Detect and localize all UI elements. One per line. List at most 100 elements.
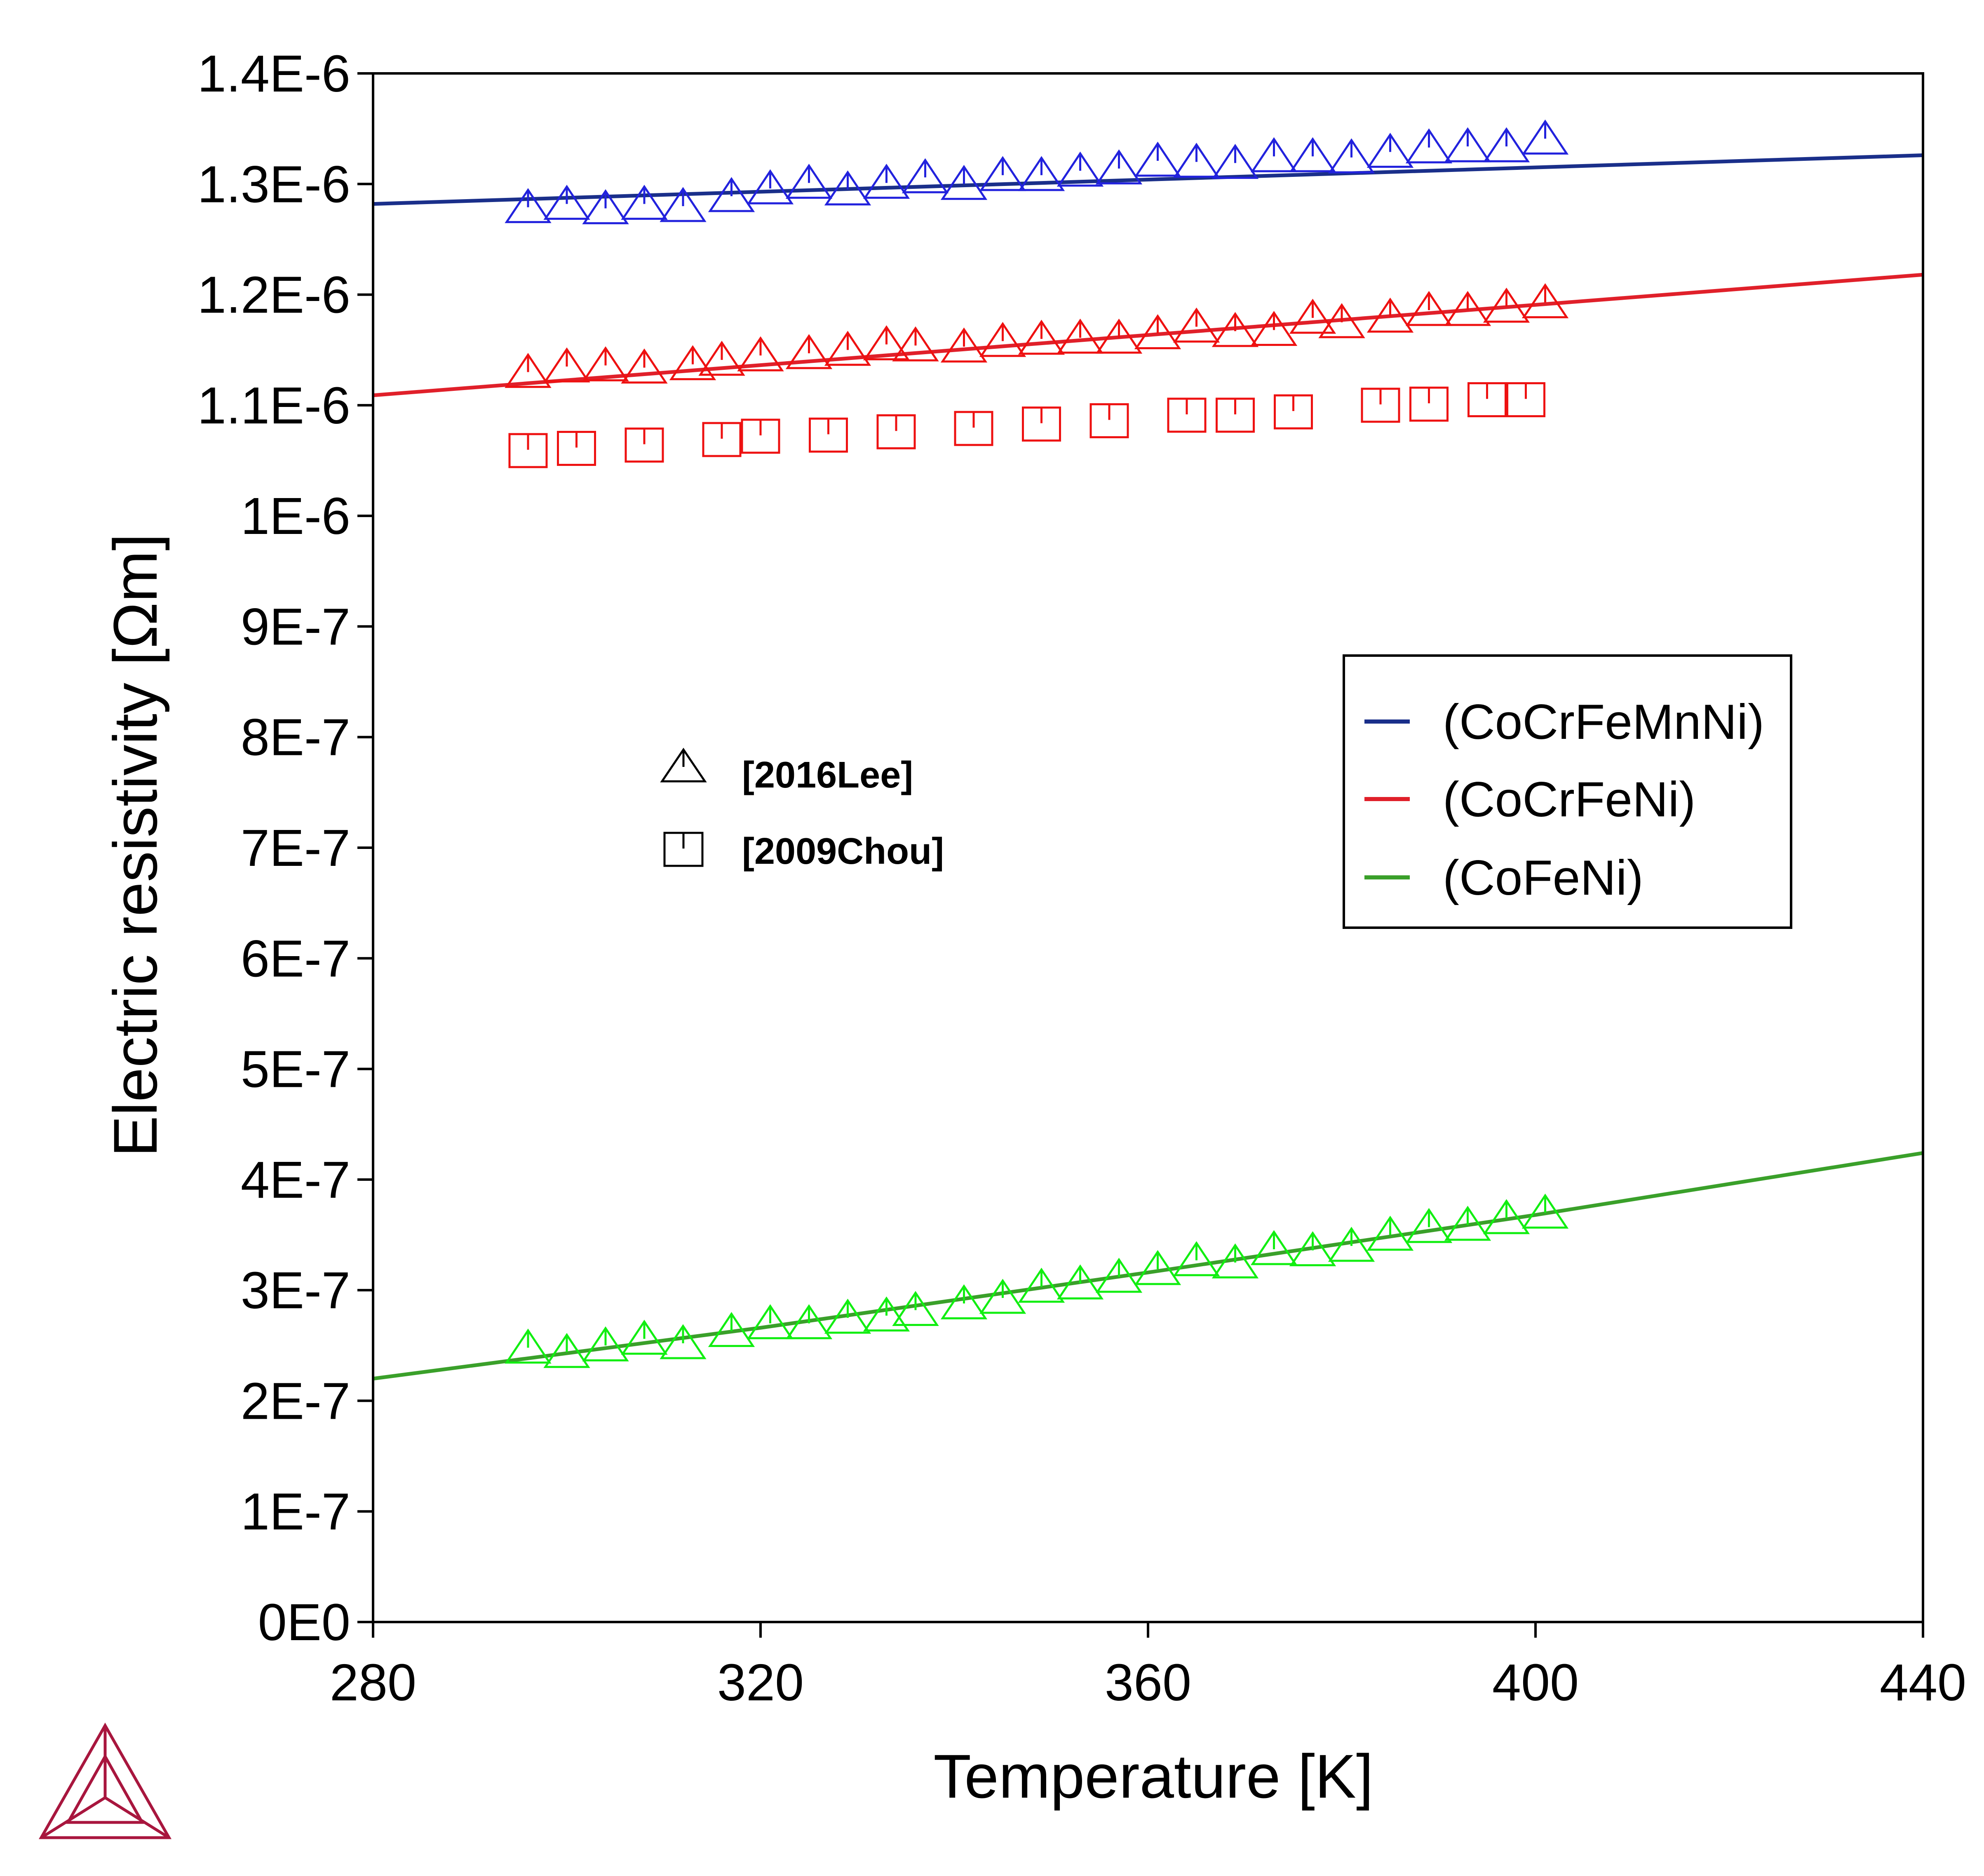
data-point-square (1361, 388, 1400, 423)
data-point-square (1274, 394, 1313, 430)
data-point-square (954, 411, 993, 446)
data-point-square (876, 414, 916, 449)
data-point-triangle (1405, 291, 1453, 326)
data-point-triangle (543, 185, 590, 220)
data-point-square (1409, 386, 1449, 422)
data-point-triangle (1444, 1206, 1491, 1241)
data-point-triangle (1289, 1231, 1336, 1267)
y-tick-label: 6E-7 (241, 929, 350, 987)
x-tick-label: 320 (717, 1653, 804, 1711)
series-line-cocrfemnni (373, 153, 1923, 206)
data-point-triangle (1018, 1267, 1065, 1303)
data-point-triangle (979, 156, 1026, 191)
data-point-triangle (1483, 1199, 1530, 1234)
data-point-triangle (1018, 320, 1065, 355)
data-point-triangle (1057, 151, 1104, 187)
data-point-triangle (505, 353, 552, 388)
data-point-triangle (1173, 307, 1220, 343)
data-point-square (809, 417, 848, 453)
data-point-triangle (1134, 141, 1181, 177)
data-point-triangle (1250, 1230, 1298, 1265)
data-point-triangle (1018, 156, 1065, 191)
data-point-triangle (785, 334, 833, 369)
y-tick-label: 2E-7 (241, 1372, 350, 1430)
data-point-triangle (1250, 137, 1298, 172)
data-point-triangle (582, 346, 629, 381)
data-point-triangle (1173, 1241, 1220, 1277)
data-point-triangle (1212, 312, 1259, 347)
logo-icon (38, 1722, 172, 1839)
data-point-triangle (1444, 291, 1491, 326)
data-point-triangle (708, 177, 755, 212)
data-point-triangle (505, 188, 552, 223)
data-point-square (741, 418, 780, 454)
data-point-square (1022, 406, 1061, 442)
data-point-triangle (1289, 137, 1336, 172)
data-point-triangle (902, 158, 949, 193)
legend-label-cocrfemnni: (CoCrFeMnNi) (1443, 694, 1764, 750)
data-point-triangle (1521, 119, 1569, 155)
data-point-triangle (1328, 138, 1375, 174)
data-point-square (1216, 397, 1255, 433)
data-point-triangle (1173, 143, 1220, 178)
data-point-triangle (1212, 143, 1259, 179)
data-point-triangle (785, 1304, 833, 1340)
y-tick-label: 4E-7 (241, 1151, 350, 1209)
data-point-triangle (1095, 1258, 1143, 1293)
y-tick-label: 9E-7 (241, 597, 350, 656)
data-point-triangle (621, 1319, 668, 1355)
data-point-triangle (747, 1304, 794, 1340)
source-label-2016lee: [2016Lee] (742, 755, 913, 796)
data-point-triangle (785, 164, 833, 199)
data-point-triangle (940, 165, 988, 200)
data-point-triangle (1405, 128, 1453, 164)
data-point-square (702, 422, 742, 457)
y-axis-title: Electric resistivity [Ωm] (101, 534, 170, 1157)
legend-label-cocrfeni: (CoCrFeNi) (1443, 772, 1695, 827)
data-point-triangle (1095, 149, 1143, 185)
data-point-square (1506, 382, 1545, 417)
data-point-square (508, 433, 548, 468)
axes: 280 320 360 400 440 0E0 1E-7 2E-7 3E-7 4E-7 5E-7 6E… (197, 45, 1966, 1711)
x-tick-label: 280 (330, 1653, 416, 1711)
data-point-triangle (737, 336, 784, 371)
y-tick-label: 1.4E-6 (197, 45, 350, 103)
data-point-square (1467, 382, 1507, 417)
data-point-triangle (543, 347, 590, 383)
data-point-triangle (1134, 314, 1181, 350)
legend-label-cofeni: (CoFeNi) (1443, 850, 1644, 905)
data-point-square (1167, 397, 1207, 433)
data-point-triangle (669, 345, 716, 381)
x-tick-label: 400 (1492, 1653, 1579, 1711)
data-point-triangle (1095, 318, 1143, 354)
series-line-cofeni (373, 1151, 1923, 1381)
y-tick-label: 3E-7 (241, 1261, 350, 1319)
data-point-triangle (1366, 1215, 1414, 1251)
data-point-triangle (1212, 1243, 1259, 1279)
y-tick-label: 0E0 (258, 1593, 350, 1651)
data-point-triangle (863, 325, 910, 360)
data-point-triangle (892, 1291, 939, 1326)
source-label-2009chou: [2009Chou] (742, 831, 944, 872)
y-tick-label: 7E-7 (241, 819, 350, 877)
data-point-square (1089, 403, 1129, 438)
data-point-triangle (1057, 318, 1104, 354)
data-point-triangle (979, 1279, 1026, 1314)
data-point-triangle (1444, 127, 1491, 162)
data-point-triangle (1521, 283, 1569, 318)
data-point-triangle (1483, 287, 1530, 323)
data-point-triangle (660, 1324, 707, 1359)
data-point-triangle (824, 1298, 871, 1334)
data-point-triangle (1405, 1208, 1453, 1243)
data-point-triangle (940, 1284, 988, 1319)
data-point-triangle (660, 187, 707, 222)
data-point-triangle (1366, 297, 1414, 333)
data-point-triangle (1250, 310, 1298, 346)
data-point-triangle (824, 331, 871, 366)
source-legend: [2016Lee] [2009Chou] (660, 748, 944, 872)
data-point-triangle (582, 1326, 629, 1361)
data-point-triangle (582, 189, 629, 224)
data-point-triangle (1328, 1227, 1375, 1262)
x-tick-label: 360 (1105, 1653, 1191, 1711)
